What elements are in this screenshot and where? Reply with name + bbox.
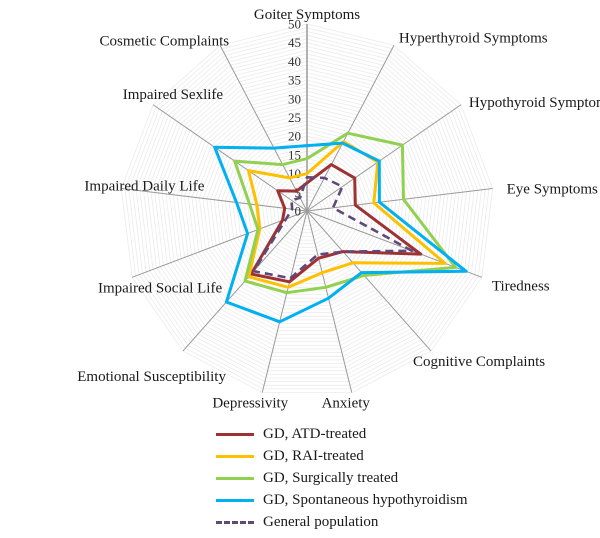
legend-item: General population — [216, 511, 468, 533]
series-polygon — [249, 163, 423, 284]
legend-item: GD, Spontaneous hypothyroidism — [216, 489, 468, 511]
grid-ring — [124, 27, 490, 390]
grid-ring — [161, 64, 453, 354]
grid-ring — [184, 87, 430, 332]
axis-spoke — [306, 45, 395, 212]
grid-ring — [132, 34, 482, 383]
grid-ring — [280, 184, 334, 237]
grid-ring — [261, 165, 353, 256]
grid-ring — [146, 49, 468, 368]
legend-label: General population — [263, 513, 379, 530]
axis-spoke — [121, 187, 308, 212]
axis-label: Tiredness — [492, 278, 550, 294]
grid-ring — [150, 53, 464, 364]
axis-spoke — [306, 187, 493, 212]
radial-tick-label: 20 — [288, 129, 301, 144]
radial-tick-label: 45 — [288, 35, 301, 50]
radial-tick-label: 15 — [288, 147, 301, 162]
radial-tick-label: 30 — [288, 91, 301, 106]
legend-item: GD, Surgically treated — [216, 467, 468, 489]
legend-item: GD, RAI-treated — [216, 445, 468, 467]
grid-ring — [172, 75, 442, 343]
grid-ring — [213, 117, 401, 303]
grid-ring — [191, 94, 423, 325]
grid-ring — [202, 105, 412, 314]
series-polygon — [233, 131, 458, 295]
grid-ring — [198, 102, 416, 317]
grid-ring — [295, 199, 319, 223]
axis-spoke — [131, 210, 308, 278]
grid-ring — [254, 158, 360, 263]
radial-tick-label: 0 — [295, 204, 302, 219]
axis-label: Impaired Daily Life — [84, 178, 204, 194]
axis-label: Eye Symptoms — [507, 181, 598, 197]
legend-label: GD, Spontaneous hypothyroidism — [263, 491, 468, 508]
axis-label: Emotional Susceptibility — [77, 369, 226, 385]
grid-ring — [291, 195, 323, 226]
axis-label: Impaired Social Life — [98, 280, 222, 296]
series-polygon — [213, 141, 468, 324]
legend-line-swatch — [216, 476, 254, 480]
axis-label: Anxiety — [322, 396, 371, 412]
grid-ring — [258, 161, 356, 259]
grid-ring — [180, 83, 434, 335]
axis-spoke — [306, 210, 353, 393]
series-polygon — [247, 140, 447, 289]
radial-tick-label: 50 — [288, 17, 301, 32]
grid-ring — [143, 45, 471, 372]
grid-ring — [232, 135, 382, 285]
legend-line-swatch — [216, 454, 254, 458]
grid-ring — [228, 132, 386, 288]
legend-line-swatch — [216, 498, 254, 502]
grid-ring — [158, 60, 456, 357]
axis-spoke — [219, 45, 308, 212]
axis-spoke — [152, 104, 308, 212]
legend-line-swatch — [216, 432, 254, 436]
axis-spoke — [261, 210, 308, 393]
grid-ring — [176, 79, 438, 339]
series-polygon — [252, 176, 414, 280]
radial-tick-label: 5 — [295, 185, 302, 200]
axis-label: Depressivity — [212, 396, 288, 412]
grid-ring — [243, 146, 371, 274]
axis-label: Impaired Sexlife — [123, 87, 224, 103]
radial-tick-label: 40 — [288, 54, 301, 69]
radial-tick-label: 35 — [288, 73, 301, 88]
grid-ring — [139, 42, 475, 375]
axis-label: Hyperthyroid Symptoms — [399, 30, 548, 46]
axis-label: Goiter Symptoms — [254, 7, 360, 23]
legend-item: GD, ATD-treated — [216, 423, 468, 445]
grid-ring — [135, 38, 479, 379]
grid-ring — [128, 31, 486, 386]
grid-ring — [284, 188, 330, 234]
grid-ring — [169, 72, 445, 346]
grid-ring — [120, 23, 494, 394]
grid-ring — [154, 57, 460, 361]
axis-label: Hypothyroid Symptoms — [469, 95, 600, 111]
axis-label: Cognitive Complaints — [413, 354, 545, 370]
chart-legend: GD, ATD-treated GD, RAI-treated GD, Surg… — [216, 423, 468, 533]
legend-label: GD, ATD-treated — [263, 425, 367, 442]
axis-spoke — [306, 210, 432, 352]
grid-ring — [187, 90, 427, 328]
legend-label: GD, Surgically treated — [263, 469, 399, 486]
legend-label: GD, RAI-treated — [263, 447, 364, 464]
grid-ring — [299, 203, 315, 219]
axis-label: Cosmetic Complaints — [100, 33, 230, 49]
grid-ring — [210, 113, 404, 306]
grid-ring — [217, 120, 397, 299]
grid-ring — [287, 191, 327, 230]
radial-tick-label: 25 — [288, 110, 301, 125]
axis-spoke — [306, 104, 462, 212]
grid-ring — [165, 68, 449, 350]
legend-line-swatch — [216, 520, 254, 524]
grid-ring — [265, 169, 349, 252]
